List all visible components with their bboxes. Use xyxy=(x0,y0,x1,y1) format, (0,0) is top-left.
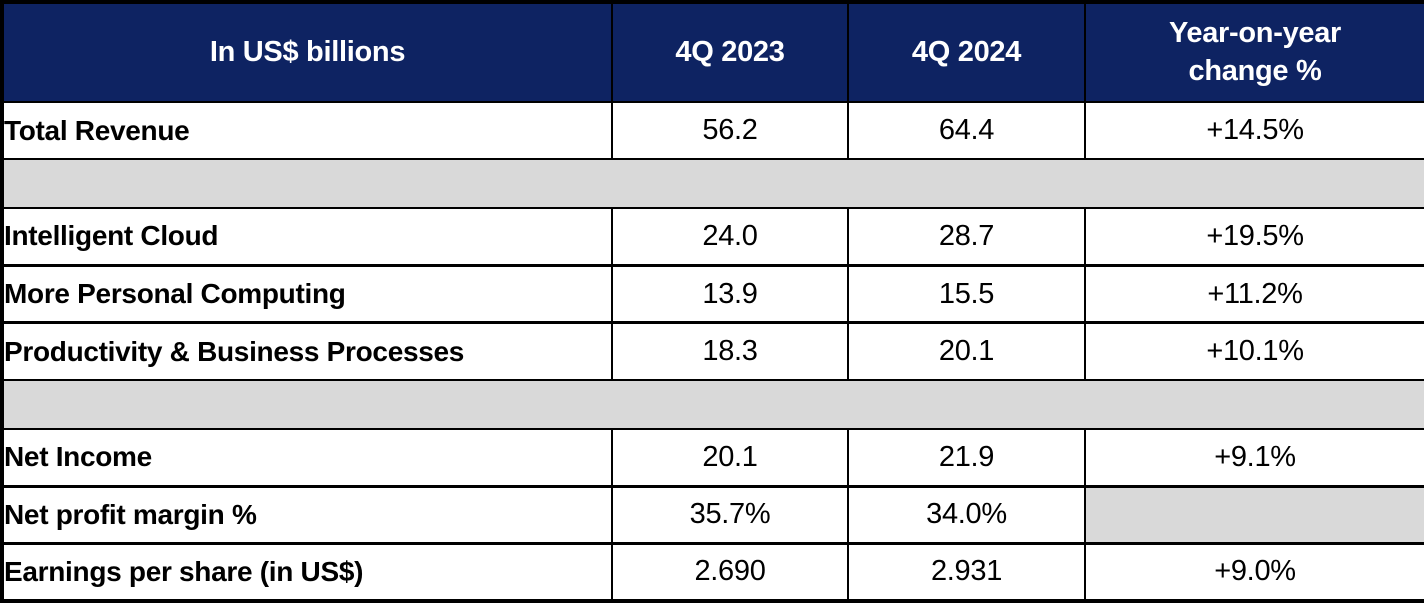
spacer-row-1 xyxy=(2,158,1424,209)
column-header-unit: In US$ billions xyxy=(1,1,613,103)
row-label: Intelligent Cloud xyxy=(1,206,613,267)
row-label: Productivity & Business Processes xyxy=(1,321,613,382)
row-label: Total Revenue xyxy=(1,100,613,161)
cell-4q2024: 28.7 xyxy=(847,206,1086,267)
cell-4q2023: 18.3 xyxy=(611,321,849,382)
cell-4q2024: 2.931 xyxy=(847,541,1086,602)
spacer-band xyxy=(2,379,1424,430)
cell-yoy: +19.5% xyxy=(1084,206,1424,267)
cell-yoy: +10.1% xyxy=(1084,321,1424,382)
cell-4q2023: 24.0 xyxy=(611,206,849,267)
table-header-row: In US$ billions 4Q 2023 4Q 2024 Year-on-… xyxy=(1,1,1424,103)
cell-4q2024: 64.4 xyxy=(847,100,1086,161)
spacer-row-2 xyxy=(2,379,1424,430)
row-label: More Personal Computing xyxy=(1,263,613,324)
column-header-yoy-label: Year-on-year change % xyxy=(1168,16,1342,87)
cell-4q2023: 56.2 xyxy=(611,100,849,161)
table-row-net-income: Net Income 20.1 21.9 +9.1% xyxy=(1,427,1424,488)
cell-4q2023: 20.1 xyxy=(611,427,849,488)
spacer-band xyxy=(2,158,1424,209)
cell-4q2023: 35.7% xyxy=(611,484,849,545)
table-row-more-personal-computing: More Personal Computing 13.9 15.5 +11.2% xyxy=(1,263,1424,324)
cell-4q2023: 13.9 xyxy=(611,263,849,324)
table-row-net-profit-margin: Net profit margin % 35.7% 34.0% xyxy=(1,484,1424,545)
cell-yoy: +9.1% xyxy=(1084,427,1424,488)
column-header-4q2024: 4Q 2024 xyxy=(847,1,1086,103)
cell-4q2024: 20.1 xyxy=(847,321,1086,382)
cell-yoy-empty xyxy=(1084,484,1424,545)
row-label: Net Income xyxy=(1,427,613,488)
column-header-4q2023: 4Q 2023 xyxy=(611,1,849,103)
table-row-productivity-business-processes: Productivity & Business Processes 18.3 2… xyxy=(1,321,1424,382)
cell-yoy: +14.5% xyxy=(1084,100,1424,161)
cell-4q2023: 2.690 xyxy=(611,541,849,602)
cell-yoy: +11.2% xyxy=(1084,263,1424,324)
table-row-intelligent-cloud: Intelligent Cloud 24.0 28.7 +19.5% xyxy=(1,206,1424,267)
cell-4q2024: 15.5 xyxy=(847,263,1086,324)
cell-4q2024: 34.0% xyxy=(847,484,1086,545)
row-label: Earnings per share (in US$) xyxy=(1,541,613,602)
column-header-yoy: Year-on-year change % xyxy=(1084,1,1424,103)
row-label: Net profit margin % xyxy=(1,484,613,545)
table-row-earnings-per-share: Earnings per share (in US$) 2.690 2.931 … xyxy=(1,541,1424,602)
table-row-total-revenue: Total Revenue 56.2 64.4 +14.5% xyxy=(1,100,1424,161)
cell-4q2024: 21.9 xyxy=(847,427,1086,488)
cell-yoy: +9.0% xyxy=(1084,541,1424,602)
